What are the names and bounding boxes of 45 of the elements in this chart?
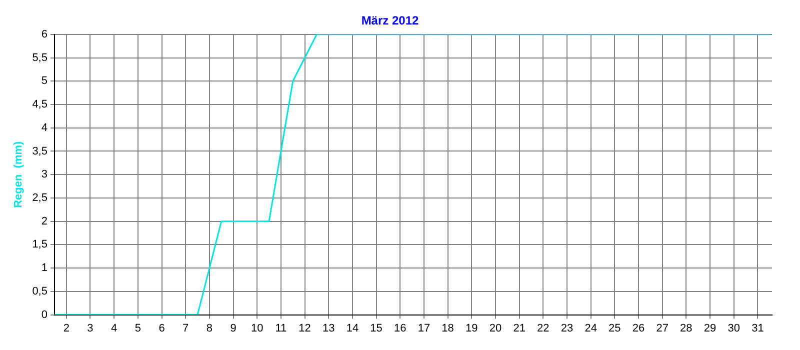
x-tick-label: 20 [489,322,502,334]
x-tick-label: 30 [728,322,740,334]
x-tick-label: 8 [206,322,212,334]
x-tick-label: 13 [322,322,335,334]
x-tick-label: 18 [442,322,454,334]
x-tick-label: 26 [632,322,645,334]
y-tick-label: 3 [41,168,48,181]
x-tick-label: 23 [560,322,574,334]
x-tick-label: 21 [513,322,526,334]
y-tick-label: 2,5 [32,192,48,204]
x-tick-label: 27 [656,322,668,334]
y-tick-label: 4 [41,122,48,134]
y-tick-label: 0,5 [32,285,48,298]
y-tick-label: 1 [41,262,48,274]
x-tick-label: 29 [704,322,716,334]
y-axis-title: Regen (mm) [12,140,25,208]
y-tick-label: 5,5 [32,52,48,64]
x-tick-label: 25 [608,322,621,334]
x-tick-label: 22 [537,322,550,334]
x-tick-label: 4 [111,322,118,334]
x-tick-label: 10 [250,322,264,334]
y-tick-label: 5 [41,75,48,88]
x-tick-label: 9 [230,322,236,334]
x-tick-label: 2 [63,322,70,334]
y-tick-label: 0 [41,308,48,321]
x-tick-label: 12 [298,322,311,334]
x-tick-label: 19 [466,322,478,334]
y-tick-label: 1,5 [32,238,48,251]
x-tick-label: 24 [584,322,597,334]
x-tick-label: 28 [680,322,692,334]
x-tick-label: 5 [134,322,141,334]
x-tick-label: 11 [275,322,287,334]
x-tick-label: 16 [394,322,406,334]
x-tick-label: 14 [346,322,359,334]
x-tick-label: 17 [418,322,430,334]
y-tick-label: 4,5 [32,98,48,111]
x-tick-label: 15 [370,322,382,334]
x-tick-label: 7 [182,322,189,334]
y-tick-label: 2 [41,215,48,228]
chart-title: März 2012 [361,14,420,28]
x-tick-label: 6 [158,322,165,334]
y-tick-label: 3,5 [32,145,48,158]
y-tick-label: 6 [41,28,48,40]
x-tick-label: 31 [752,322,764,334]
x-tick-label: 3 [87,322,94,334]
